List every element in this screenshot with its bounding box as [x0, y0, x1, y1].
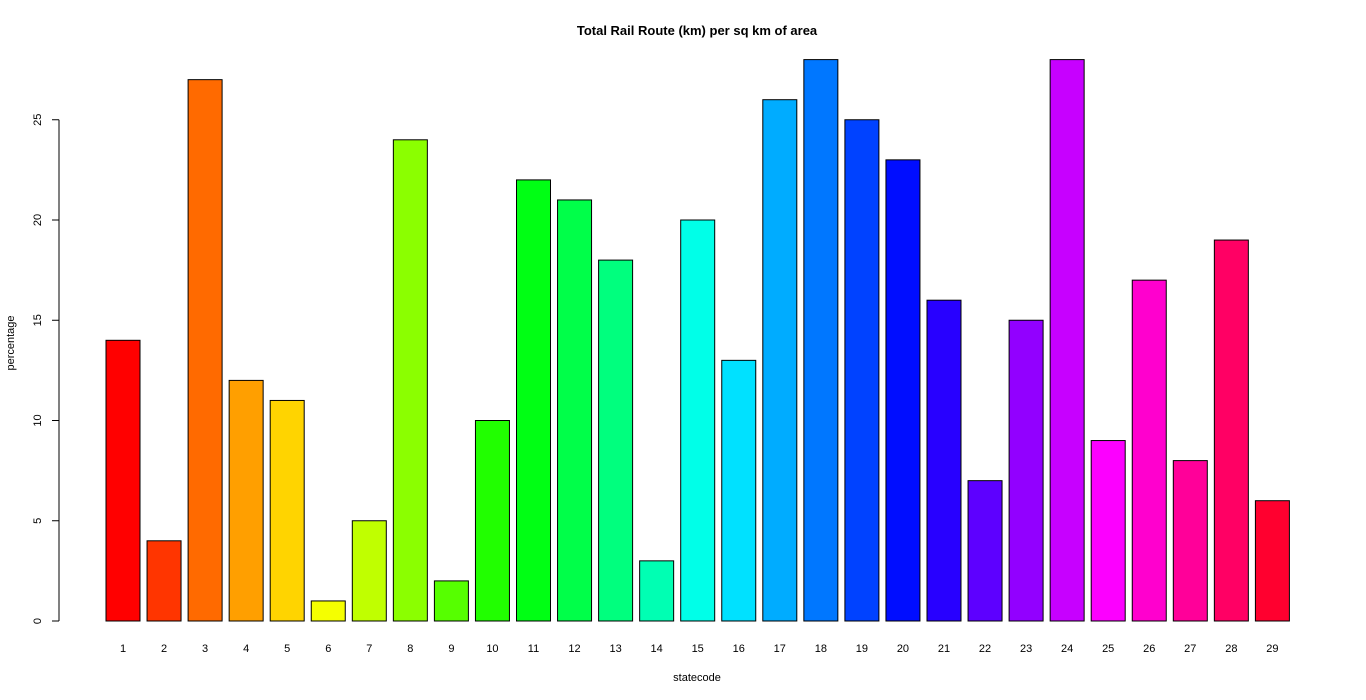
x-tick-label-15: 15	[692, 643, 704, 655]
x-tick-label-19: 19	[856, 643, 868, 655]
bar-5	[269, 399, 305, 622]
x-tick-label-18: 18	[815, 643, 827, 655]
x-tick-label-24: 24	[1061, 643, 1073, 655]
bar-9	[433, 580, 469, 622]
x-tick-label-10: 10	[486, 643, 498, 655]
bar-18	[803, 59, 839, 622]
bar-4	[228, 379, 264, 622]
x-tick-label-28: 28	[1225, 643, 1237, 655]
bars-group	[105, 59, 1290, 622]
y-tick-label-20: 20	[32, 214, 44, 226]
x-tick-label-14: 14	[651, 643, 663, 655]
x-tick-label-2: 2	[161, 643, 167, 655]
x-tick-label-25: 25	[1102, 643, 1114, 655]
bar-6	[310, 600, 346, 622]
bar-21	[926, 299, 962, 622]
x-tick-label-22: 22	[979, 643, 991, 655]
x-tick-label-17: 17	[774, 643, 786, 655]
bar-10	[474, 420, 510, 622]
bar-14	[639, 560, 675, 622]
y-tick-label-15: 15	[32, 314, 44, 326]
x-tick-label-23: 23	[1020, 643, 1032, 655]
bar-22	[967, 480, 1003, 622]
x-tick-label-7: 7	[366, 643, 372, 655]
x-tick-label-12: 12	[568, 643, 580, 655]
bar-25	[1090, 440, 1126, 622]
x-tick-label-26: 26	[1143, 643, 1155, 655]
bar-23	[1008, 319, 1044, 622]
y-axis: 0 5 10 15 20 25	[32, 114, 60, 624]
bar-15	[680, 219, 716, 622]
x-tick-label-20: 20	[897, 643, 909, 655]
x-tick-label-9: 9	[448, 643, 454, 655]
x-tick-label-21: 21	[938, 643, 950, 655]
bar-1	[105, 339, 141, 622]
x-tick-label-5: 5	[284, 643, 290, 655]
x-tick-labels: 1 2 3 4 5 6 7 8 9 10 11 12 13 14 15 16 17 18 19 20 21 22 23 24 2…	[120, 643, 1279, 655]
x-tick-label-4: 4	[243, 643, 249, 655]
x-tick-label-11: 11	[528, 643, 539, 655]
bar-3	[187, 79, 223, 622]
y-axis-label: percentage	[5, 315, 17, 370]
bar-2	[146, 540, 182, 622]
bar-8	[392, 139, 428, 622]
x-axis-label: statecode	[673, 672, 721, 684]
bar-7	[351, 520, 387, 622]
bar-24	[1049, 59, 1085, 622]
bar-20	[885, 159, 921, 622]
y-tick-label-25: 25	[32, 114, 44, 126]
bar-17	[762, 99, 798, 622]
bar-26	[1131, 279, 1167, 622]
chart-title: Total Rail Route (km) per sq km of area	[577, 23, 818, 38]
y-tick-label-0: 0	[32, 618, 44, 624]
bar-27	[1172, 460, 1208, 622]
x-tick-label-13: 13	[609, 643, 621, 655]
x-tick-label-8: 8	[407, 643, 413, 655]
y-tick-label-10: 10	[32, 414, 44, 426]
bar-11	[516, 179, 551, 622]
bar-19	[844, 119, 880, 622]
bar-13	[598, 259, 634, 622]
x-tick-label-16: 16	[733, 643, 745, 655]
x-tick-label-27: 27	[1184, 643, 1196, 655]
x-tick-label-1: 1	[120, 643, 126, 655]
x-tick-label-3: 3	[202, 643, 208, 655]
y-tick-label-5: 5	[32, 518, 44, 524]
x-tick-label-6: 6	[325, 643, 331, 655]
bar-29	[1254, 500, 1290, 622]
bar-16	[721, 359, 757, 622]
bar-12	[557, 199, 593, 622]
x-tick-label-29: 29	[1266, 643, 1278, 655]
bar-28	[1213, 239, 1249, 622]
